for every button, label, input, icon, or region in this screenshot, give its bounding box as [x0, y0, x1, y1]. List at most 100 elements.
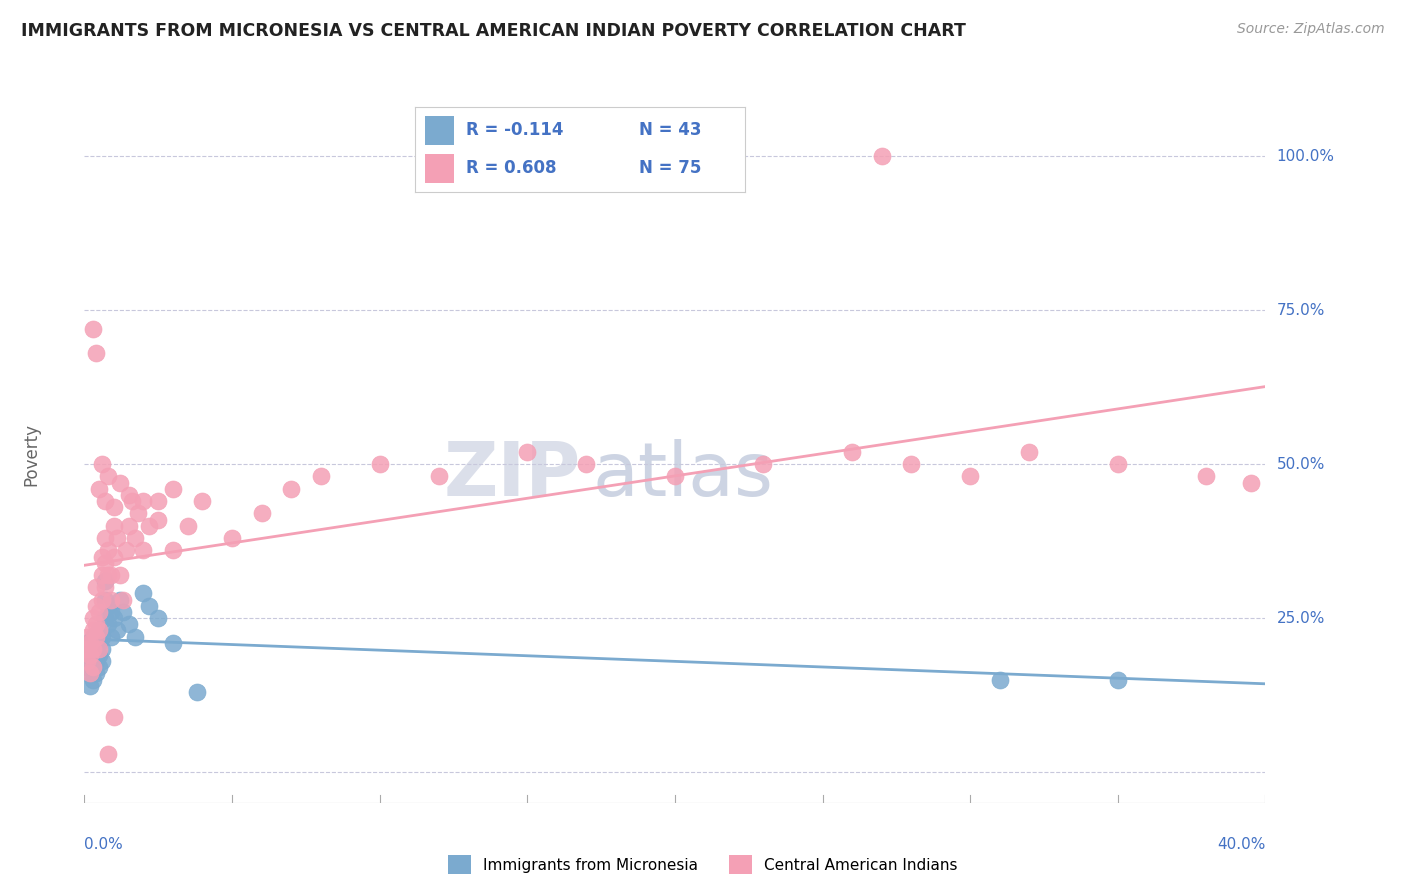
Point — [91, 641, 114, 656]
Point — [97, 543, 120, 558]
Point — [280, 482, 302, 496]
Point — [162, 636, 184, 650]
Bar — [425, 153, 454, 183]
Point — [221, 531, 243, 545]
Point — [1018, 445, 1040, 459]
Point — [111, 605, 134, 619]
Point — [82, 630, 104, 644]
Point — [94, 580, 117, 594]
Point — [186, 685, 208, 699]
Point — [87, 636, 111, 650]
Point — [108, 592, 131, 607]
Point — [76, 630, 98, 644]
Point — [97, 469, 120, 483]
Text: atlas: atlas — [592, 439, 773, 512]
Point — [94, 592, 117, 607]
Point — [111, 592, 134, 607]
Text: 40.0%: 40.0% — [1218, 837, 1265, 852]
Point — [1240, 475, 1263, 490]
Point — [162, 543, 184, 558]
Point — [162, 482, 184, 496]
Point — [103, 611, 125, 625]
Point — [127, 507, 149, 521]
Point — [148, 611, 170, 625]
Point — [124, 531, 146, 545]
Point — [82, 660, 104, 674]
Point — [959, 469, 981, 483]
Point — [79, 654, 101, 668]
Point — [94, 611, 117, 625]
Point — [132, 494, 155, 508]
Point — [87, 482, 111, 496]
Point — [82, 648, 104, 662]
Point — [84, 666, 107, 681]
Point — [100, 568, 122, 582]
Point — [105, 531, 128, 545]
Point — [97, 617, 120, 632]
Point — [103, 549, 125, 564]
Point — [516, 445, 538, 459]
Point — [752, 457, 775, 471]
Point — [100, 605, 122, 619]
Point — [988, 673, 1011, 687]
Point — [575, 457, 598, 471]
Point — [103, 709, 125, 723]
Point — [118, 518, 141, 533]
Point — [76, 654, 98, 668]
Point — [76, 641, 98, 656]
Text: R = -0.114: R = -0.114 — [465, 121, 564, 139]
Text: Source: ZipAtlas.com: Source: ZipAtlas.com — [1237, 22, 1385, 37]
Point — [76, 648, 98, 662]
Point — [79, 648, 101, 662]
Point — [841, 445, 863, 459]
Point — [84, 617, 107, 632]
Point — [121, 494, 143, 508]
Point — [97, 599, 120, 613]
Point — [138, 599, 160, 613]
Point — [191, 494, 214, 508]
Point — [105, 624, 128, 638]
Point — [132, 586, 155, 600]
Point — [100, 630, 122, 644]
Point — [91, 549, 114, 564]
Point — [82, 641, 104, 656]
Text: IMMIGRANTS FROM MICRONESIA VS CENTRAL AMERICAN INDIAN POVERTY CORRELATION CHART: IMMIGRANTS FROM MICRONESIA VS CENTRAL AM… — [21, 22, 966, 40]
Point — [82, 636, 104, 650]
Point — [79, 636, 101, 650]
Point — [84, 630, 107, 644]
Text: N = 43: N = 43 — [640, 121, 702, 139]
Point — [1107, 457, 1129, 471]
Point — [76, 636, 98, 650]
Point — [427, 469, 450, 483]
Point — [82, 624, 104, 638]
Point — [148, 512, 170, 526]
Text: N = 75: N = 75 — [640, 160, 702, 178]
Point — [91, 630, 114, 644]
Point — [103, 518, 125, 533]
Point — [118, 617, 141, 632]
Point — [103, 500, 125, 515]
Point — [664, 469, 686, 483]
Point — [94, 556, 117, 570]
Point — [87, 624, 111, 638]
Point — [177, 518, 200, 533]
Point — [87, 624, 111, 638]
Point — [108, 475, 131, 490]
Point — [79, 666, 101, 681]
Point — [82, 673, 104, 687]
Point — [87, 641, 111, 656]
Point — [84, 630, 107, 644]
Point — [91, 568, 114, 582]
Text: R = 0.608: R = 0.608 — [465, 160, 557, 178]
Point — [84, 654, 107, 668]
Point — [87, 648, 111, 662]
Point — [100, 592, 122, 607]
Point — [900, 457, 922, 471]
Point — [108, 568, 131, 582]
Text: ZIP: ZIP — [443, 439, 581, 512]
Point — [82, 611, 104, 625]
Point — [91, 457, 114, 471]
Point — [87, 660, 111, 674]
Text: 25.0%: 25.0% — [1277, 611, 1324, 625]
Point — [76, 660, 98, 674]
